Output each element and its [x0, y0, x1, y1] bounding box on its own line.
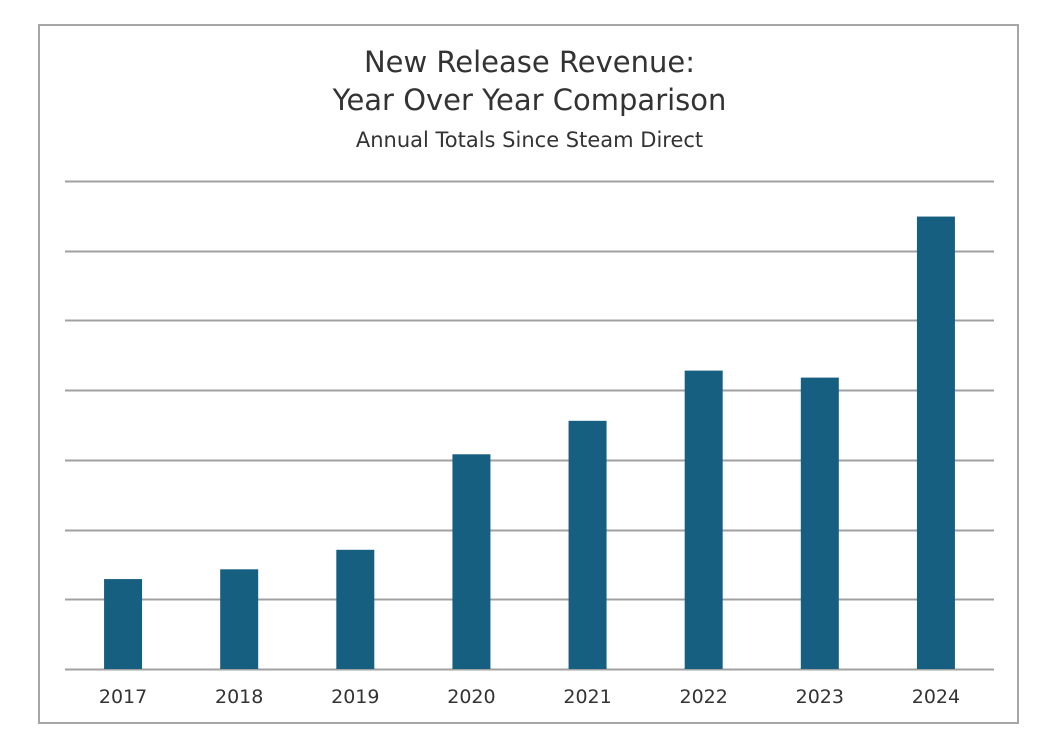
chart-subtitle: Annual Totals Since Steam Direct	[355, 128, 704, 152]
chart-title-line-1: New Release Revenue:	[363, 45, 696, 79]
x-tick-label-2021: 2021	[563, 686, 611, 708]
bar-2024	[916, 216, 955, 669]
bar-2020	[452, 454, 491, 669]
x-tick-label-2023: 2023	[796, 686, 844, 708]
x-tick-label-2018: 2018	[215, 686, 263, 708]
bar-2017	[104, 579, 143, 669]
bar-2021	[568, 420, 607, 669]
chart-title-line-2: Year Over Year Comparison	[332, 83, 727, 117]
x-tick-label-2022: 2022	[680, 686, 728, 708]
x-tick-label-2024: 2024	[912, 686, 960, 708]
chart-frame	[38, 24, 1019, 724]
bar-2023	[800, 377, 839, 669]
x-tick-label-2019: 2019	[331, 686, 379, 708]
x-tick-label-2017: 2017	[99, 686, 147, 708]
x-tick-label-2020: 2020	[447, 686, 495, 708]
bar-2022	[684, 370, 723, 669]
bar-2018	[220, 569, 259, 669]
bar-2019	[336, 549, 375, 669]
